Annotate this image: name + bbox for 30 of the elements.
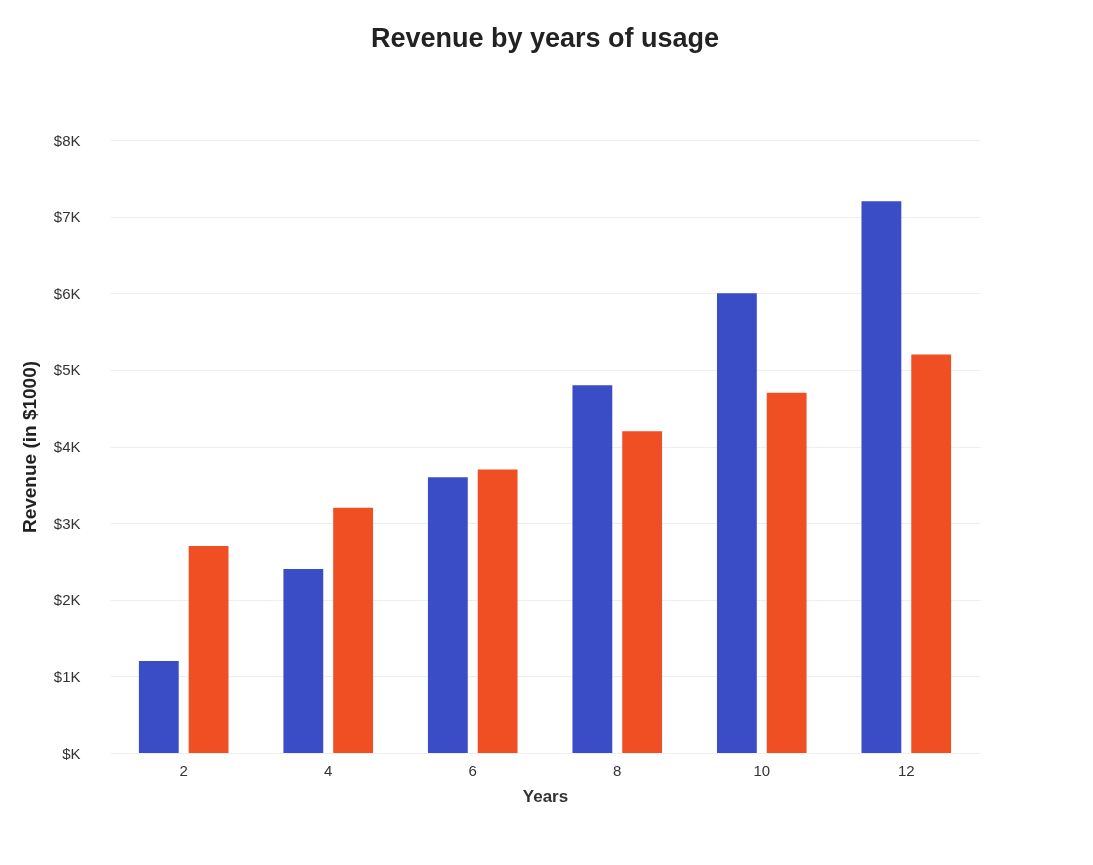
bar <box>716 293 757 753</box>
x-tick-label: 4 <box>324 761 333 779</box>
x-tick-label: 6 <box>468 761 477 779</box>
y-tick-label: $K <box>62 744 81 762</box>
bar <box>766 392 807 753</box>
bar <box>427 477 468 753</box>
y-tick-label: $4K <box>53 438 81 455</box>
x-tick-label: 10 <box>753 761 771 779</box>
bar <box>333 507 374 753</box>
y-tick-label: $6K <box>53 284 81 302</box>
bar <box>188 546 229 753</box>
y-tick-label: $1K <box>53 667 81 685</box>
y-tick-label: $5K <box>53 361 81 379</box>
y-tick-label: $2K <box>53 591 81 609</box>
bar <box>911 354 952 753</box>
x-tick-label: 8 <box>613 761 622 779</box>
bar <box>477 469 518 753</box>
bar <box>572 385 613 753</box>
bar <box>283 569 324 753</box>
x-tick-label: 12 <box>897 761 915 779</box>
y-axis-title: Revenue (in $1000) <box>18 360 40 534</box>
y-tick-label: $3K <box>53 514 81 532</box>
x-tick-label: 2 <box>179 761 188 779</box>
y-tick-label: $8K <box>53 131 81 149</box>
bar <box>861 201 902 753</box>
x-axis-title: Years <box>522 786 569 806</box>
y-tick-label: $7K <box>53 208 81 226</box>
bar <box>138 661 179 753</box>
chart-title: Revenue by years of usage <box>370 23 720 53</box>
bar <box>622 431 663 753</box>
